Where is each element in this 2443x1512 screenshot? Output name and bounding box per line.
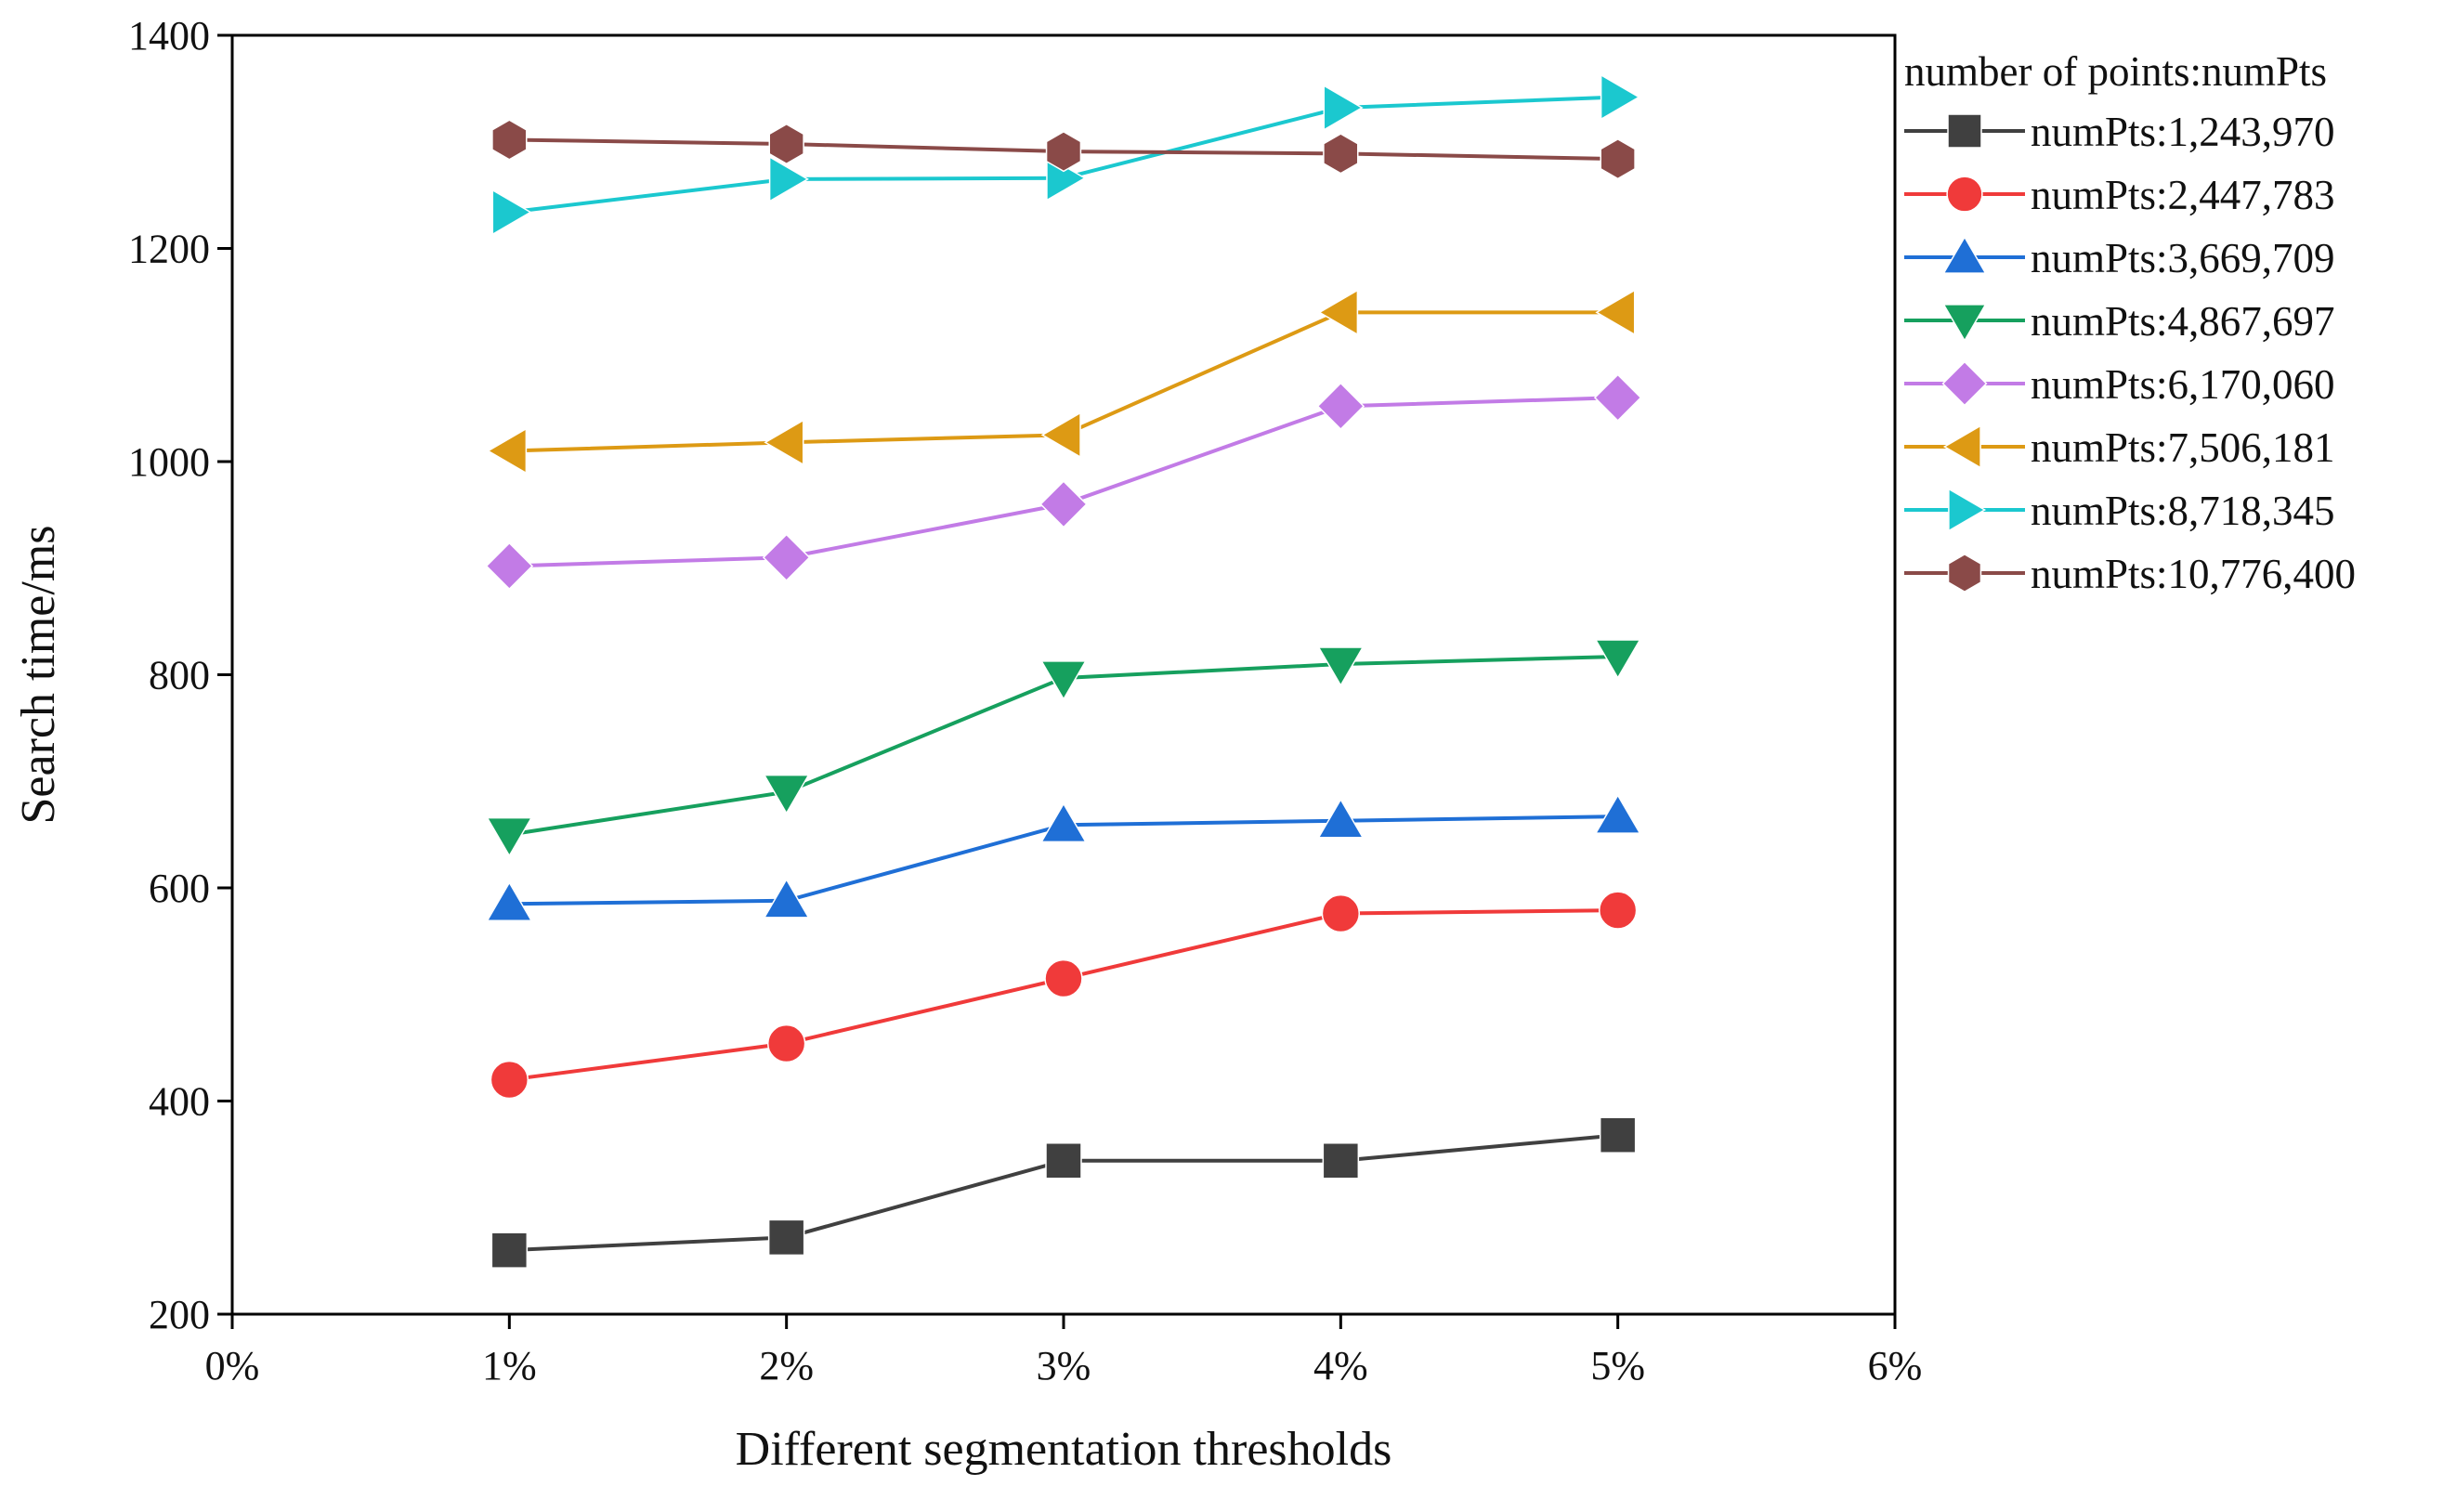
legend-marker — [1946, 176, 1983, 213]
data-point — [1317, 646, 1365, 687]
data-point — [1321, 893, 1361, 933]
data-point — [1039, 660, 1088, 701]
y-tick-label: 1400 — [128, 13, 210, 59]
data-point — [1593, 373, 1642, 422]
data-point — [1040, 411, 1081, 459]
data-point — [1316, 382, 1365, 431]
legend-marker — [1942, 235, 1987, 274]
data-point — [1598, 891, 1638, 930]
y-tick-label: 1000 — [128, 439, 210, 485]
data-point — [491, 119, 528, 161]
data-point — [1323, 133, 1359, 175]
legend-label: numPts:1,243,970 — [2031, 109, 2335, 155]
x-tick-label: 5% — [1590, 1343, 1645, 1388]
y-axis-title: Search time/ms — [12, 525, 65, 824]
legend-marker — [1947, 553, 1982, 593]
legend-marker — [1941, 360, 1988, 407]
legend-entry: numPts:4,867,697 — [1904, 298, 2335, 345]
series-2 — [490, 891, 1638, 1100]
axes: 0% 1% 2% 3% 4% 5% 6% 200 400 600 800 1000 1200 1400 Di… — [12, 13, 1922, 1476]
legend-label: numPts:2,447,783 — [2031, 172, 2335, 218]
legend-entry: numPts:6,170,060 — [1904, 360, 2335, 408]
legend-label: numPts:4,867,697 — [2031, 298, 2335, 345]
data-point — [1600, 73, 1640, 121]
legend: number of points:numPts numPts:1,243,970 n… — [1904, 48, 2356, 597]
series-group — [485, 73, 1642, 1269]
data-point — [766, 1023, 806, 1063]
data-point — [762, 533, 811, 582]
legend-marker — [1948, 488, 1987, 532]
y-tick-label: 200 — [149, 1292, 210, 1337]
data-point — [1594, 639, 1641, 680]
series-4 — [486, 639, 1641, 857]
y-tick-label: 600 — [149, 866, 210, 911]
data-point — [767, 1219, 805, 1257]
data-point — [763, 878, 810, 919]
data-point — [1045, 130, 1082, 173]
data-point — [763, 774, 810, 815]
data-point — [764, 419, 804, 466]
data-point — [1045, 1142, 1082, 1180]
legend-title: number of points:numPts — [1904, 48, 2327, 95]
data-point — [1039, 802, 1088, 843]
data-point — [1039, 480, 1088, 528]
series-7 — [491, 73, 1640, 236]
legend-entry: numPts:1,243,970 — [1904, 109, 2335, 155]
x-tick-label: 3% — [1037, 1343, 1091, 1388]
data-point — [1600, 137, 1636, 180]
data-point — [1323, 84, 1364, 132]
legend-label: numPts:6,170,060 — [2031, 361, 2335, 408]
legend-marker — [1942, 304, 1987, 343]
legend-entry: numPts:3,669,709 — [1904, 235, 2335, 281]
data-point — [1595, 289, 1636, 336]
series-6 — [487, 289, 1636, 475]
y-tick-label: 1200 — [128, 227, 210, 272]
series-8 — [491, 119, 1636, 180]
data-point — [1599, 1116, 1637, 1154]
data-point — [485, 541, 534, 591]
data-point — [486, 880, 533, 922]
legend-label: numPts:10,776,400 — [2031, 551, 2356, 597]
x-tick-label: 4% — [1313, 1343, 1368, 1388]
x-axis-title: Different segmentation thresholds — [736, 1423, 1392, 1476]
data-point — [1322, 1142, 1360, 1180]
x-tick-label: 1% — [482, 1343, 537, 1388]
data-point — [487, 427, 528, 475]
legend-label: numPts:8,718,345 — [2031, 488, 2335, 534]
x-tick-label: 2% — [759, 1343, 814, 1388]
legend-entry: numPts:8,718,345 — [1904, 488, 2335, 534]
data-point — [490, 1060, 529, 1100]
data-point — [1594, 793, 1641, 834]
legend-entry: numPts:2,447,783 — [1904, 172, 2335, 218]
legend-marker — [1942, 424, 1981, 469]
data-point — [768, 155, 809, 202]
series-3 — [486, 793, 1641, 922]
legend-marker — [1947, 113, 1982, 149]
data-point — [768, 123, 804, 165]
legend-label: numPts:7,506,181 — [2031, 424, 2335, 471]
data-point — [1044, 958, 1083, 998]
legend-entry: numPts:7,506,181 — [1904, 424, 2335, 471]
x-tick-label: 0% — [205, 1343, 260, 1388]
x-tick-label: 6% — [1868, 1343, 1923, 1388]
data-point — [1317, 798, 1365, 839]
legend-entry: numPts:10,776,400 — [1904, 551, 2356, 597]
data-point — [1318, 289, 1359, 336]
data-point — [490, 1232, 529, 1269]
data-point — [491, 189, 532, 236]
series-1 — [490, 1116, 1637, 1269]
y-tick-label: 400 — [149, 1079, 210, 1125]
series-5 — [485, 373, 1642, 591]
data-point — [486, 816, 533, 857]
legend-label: numPts:3,669,709 — [2031, 235, 2335, 281]
y-tick-label: 800 — [149, 653, 210, 698]
